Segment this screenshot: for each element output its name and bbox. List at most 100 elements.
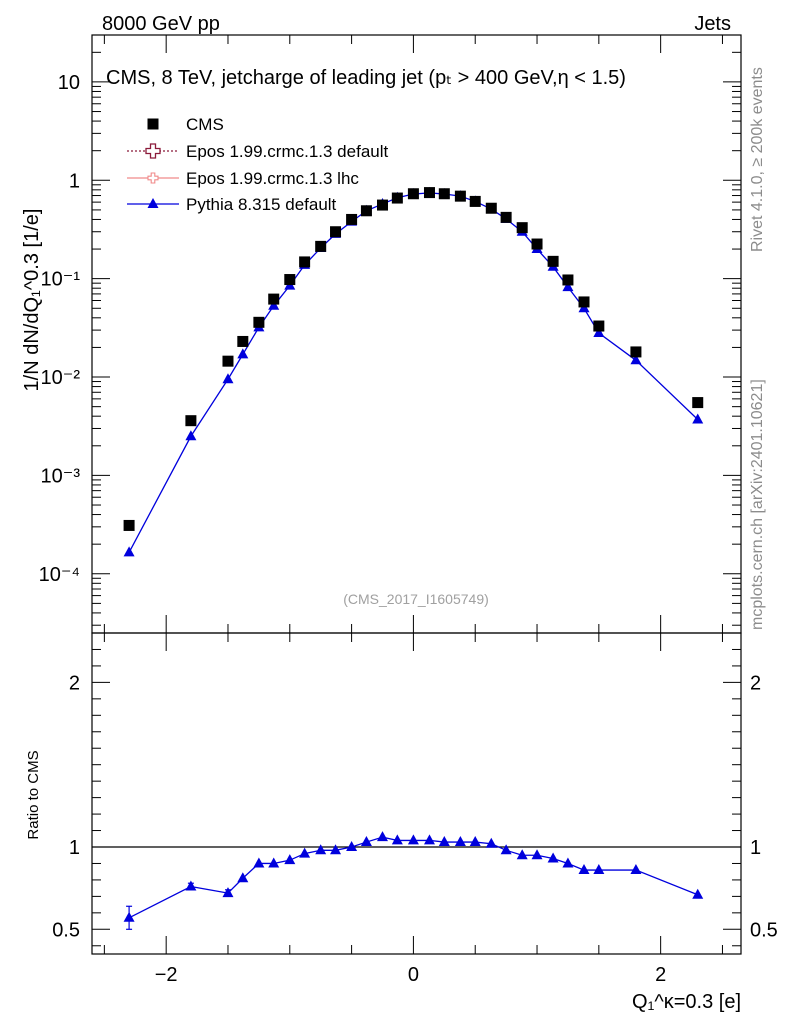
cms-point bbox=[299, 256, 311, 268]
ratio-point bbox=[330, 844, 342, 855]
legend-pythia-marker bbox=[147, 198, 159, 208]
cms-point bbox=[485, 202, 497, 214]
ratio-point bbox=[469, 836, 481, 847]
y-tick-label: 1 bbox=[69, 170, 80, 192]
ratio-tick-label-right: 2 bbox=[750, 672, 761, 694]
cms-point bbox=[438, 188, 450, 200]
cms-point bbox=[516, 222, 528, 234]
x-tick-label: 2 bbox=[655, 964, 666, 986]
ratio-point bbox=[299, 847, 311, 858]
ratio-tick-label-right: 1 bbox=[750, 837, 761, 859]
pythia-point bbox=[123, 546, 135, 557]
cms-point bbox=[185, 415, 197, 427]
ratio-tick-label-left: 1 bbox=[69, 837, 80, 859]
ratio-point bbox=[438, 836, 450, 847]
legend-label: Epos 1.99.crmc.1.3 lhc bbox=[186, 169, 359, 188]
y-axis-label: 1/N dN/dQ₁^0.3 [1/e] bbox=[21, 209, 43, 392]
cms-point bbox=[423, 187, 435, 199]
ratio-plot-frame bbox=[91, 632, 742, 955]
ratio-point bbox=[562, 857, 574, 868]
legend-epos-default-marker bbox=[145, 143, 161, 159]
y-tick-label: 10⁻⁴ bbox=[39, 564, 80, 586]
cms-point bbox=[391, 192, 403, 204]
legend-epos-lhc-marker bbox=[147, 172, 159, 184]
ratio-point bbox=[593, 864, 605, 875]
pythia-point bbox=[185, 430, 197, 441]
pythia-series bbox=[123, 186, 704, 557]
cms-point bbox=[377, 199, 389, 211]
cms-point bbox=[315, 240, 327, 252]
ratio-point bbox=[454, 836, 466, 847]
cms-point bbox=[222, 355, 234, 367]
ratio-y-axis-label: Ratio to CMS bbox=[25, 750, 42, 839]
cms-point bbox=[692, 397, 704, 409]
cms-point bbox=[630, 346, 642, 358]
ratio-point bbox=[578, 864, 590, 875]
pythia-point bbox=[268, 299, 280, 310]
y-tick-label: 10⁻³ bbox=[41, 465, 81, 487]
cms-point bbox=[268, 293, 280, 305]
axis-ticks bbox=[92, 34, 741, 954]
cms-point bbox=[237, 335, 249, 347]
cms-point bbox=[284, 274, 296, 286]
ratio-point bbox=[377, 831, 389, 842]
ratio-tick-label-right: 0.5 bbox=[750, 919, 778, 941]
ratio-tick-label-left: 0.5 bbox=[52, 919, 80, 941]
ratio-point bbox=[391, 834, 403, 845]
ratio-point bbox=[253, 857, 265, 868]
axis-tick-labels: −2 0 2 10 1 10⁻¹ 10⁻² 10⁻³ 10⁻⁴ 2 2 1 1 0.5 0.5 bbox=[39, 72, 778, 986]
pythia-point bbox=[630, 354, 642, 365]
ratio-point bbox=[360, 836, 372, 847]
ratio-line bbox=[128, 836, 698, 919]
ratio-point bbox=[531, 849, 543, 860]
ratio-point bbox=[485, 837, 497, 848]
ratio-series bbox=[123, 831, 704, 930]
ratio-point bbox=[222, 887, 234, 898]
x-tick-label: 0 bbox=[408, 964, 419, 986]
header-energy-label: 8000 GeV pp bbox=[102, 13, 220, 35]
pythia-point bbox=[692, 413, 704, 424]
legend-label: CMS bbox=[186, 115, 224, 134]
pythia-point bbox=[237, 348, 249, 359]
cms-point bbox=[593, 320, 605, 332]
cms-point bbox=[346, 213, 358, 225]
cms-point bbox=[330, 226, 342, 238]
ratio-point bbox=[284, 854, 296, 865]
cms-point bbox=[578, 296, 590, 308]
ratio-point bbox=[123, 911, 135, 922]
ratio-tick-label-left: 2 bbox=[69, 672, 80, 694]
ratio-point bbox=[268, 857, 280, 868]
pythia-point bbox=[222, 373, 234, 384]
plot-title: CMS, 8 TeV, jetcharge of leading jet (pₜ… bbox=[106, 67, 626, 89]
ratio-point bbox=[346, 841, 358, 851]
cms-point bbox=[360, 205, 372, 217]
ratio-point bbox=[547, 852, 559, 863]
legend: CMS Epos 1.99.crmc.1.3 default Epos 1.99.c… bbox=[127, 115, 389, 214]
legend-label: Epos 1.99.crmc.1.3 default bbox=[186, 142, 389, 161]
ratio-point bbox=[315, 844, 327, 855]
x-tick-label: −2 bbox=[155, 964, 178, 986]
ratio-point bbox=[500, 844, 512, 855]
cms-point bbox=[454, 190, 466, 202]
cms-point bbox=[562, 274, 574, 286]
cms-point bbox=[531, 238, 543, 250]
mcplots-label: mcplots.cern.ch [arXiv:2401.10621] bbox=[749, 379, 766, 630]
ratio-point bbox=[185, 880, 197, 891]
ratio-point bbox=[407, 834, 419, 845]
ratio-point bbox=[423, 834, 435, 845]
pythia-point bbox=[593, 327, 605, 338]
ratio-point bbox=[516, 849, 528, 860]
analysis-reference: (CMS_2017_I1605749) bbox=[343, 591, 489, 607]
y-tick-label: 10 bbox=[58, 72, 80, 94]
cms-point bbox=[407, 188, 419, 200]
legend-label: Pythia 8.315 default bbox=[186, 195, 337, 214]
legend-cms-marker bbox=[147, 118, 159, 130]
pythia-line bbox=[128, 192, 699, 553]
ratio-point bbox=[237, 872, 249, 883]
cms-point bbox=[547, 255, 559, 267]
pythia-point bbox=[562, 281, 574, 292]
cms-point bbox=[469, 195, 481, 207]
ratio-point bbox=[692, 888, 704, 899]
y-tick-label: 10⁻¹ bbox=[41, 269, 81, 291]
